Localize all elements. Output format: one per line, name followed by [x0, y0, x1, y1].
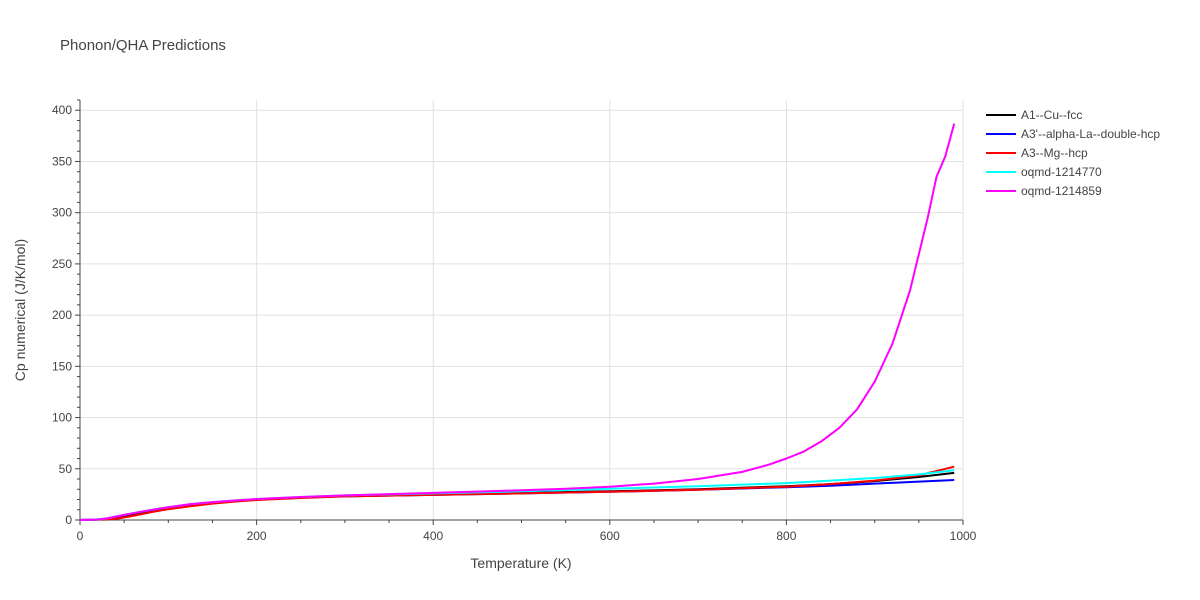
- series-line-0: [79, 471, 955, 521]
- legend-item-4[interactable]: oqmd-1214859: [986, 184, 1102, 198]
- series-line-1: [79, 479, 955, 521]
- legend-label: A3--Mg--hcp: [1021, 146, 1088, 160]
- x-tick-label: 400: [423, 529, 443, 543]
- series-line-3: [79, 469, 955, 521]
- series-layer: [79, 123, 956, 521]
- y-tick-label: 100: [52, 411, 72, 425]
- legend-label: oqmd-1214770: [1021, 165, 1102, 179]
- x-axis-title: Temperature (K): [470, 555, 571, 571]
- series-line-4: [79, 123, 956, 521]
- legend-label: A3'--alpha-La--double-hcp: [1021, 127, 1160, 141]
- legend-label: oqmd-1214859: [1021, 184, 1102, 198]
- y-tick-label: 350: [52, 154, 72, 168]
- y-tick-label: 0: [65, 513, 72, 527]
- y-axis-title: Cp numerical (J/K/mol): [12, 239, 28, 381]
- x-tick-label: 1000: [950, 529, 977, 543]
- grid-layer: [80, 100, 964, 520]
- x-tick-label: 0: [77, 529, 84, 543]
- y-tick-label: 300: [52, 206, 72, 220]
- x-tick-label: 600: [600, 529, 620, 543]
- legend[interactable]: A1--Cu--fcc A3'--alpha-La--double-hcp A3--…: [986, 108, 1160, 198]
- y-tick-label: 200: [52, 308, 72, 322]
- axis-layer: 0 200 400 600 800 1000 0 50 100 150 200 250 300 350 40…: [52, 99, 977, 543]
- y-tick-label: 50: [59, 462, 73, 476]
- legend-item-3[interactable]: oqmd-1214770: [986, 165, 1102, 179]
- chart-title: Phonon/QHA Predictions: [60, 37, 226, 54]
- legend-item-2[interactable]: A3--Mg--hcp: [986, 146, 1088, 160]
- y-tick-label: 150: [52, 359, 72, 373]
- x-tick-label: 200: [247, 529, 267, 543]
- legend-item-1[interactable]: A3'--alpha-La--double-hcp: [986, 127, 1160, 141]
- series-line-2: [79, 465, 955, 521]
- x-tick-label: 800: [776, 529, 796, 543]
- legend-item-0[interactable]: A1--Cu--fcc: [986, 108, 1082, 122]
- legend-label: A1--Cu--fcc: [1021, 108, 1082, 122]
- y-tick-label: 400: [52, 103, 72, 117]
- y-tick-label: 250: [52, 257, 72, 271]
